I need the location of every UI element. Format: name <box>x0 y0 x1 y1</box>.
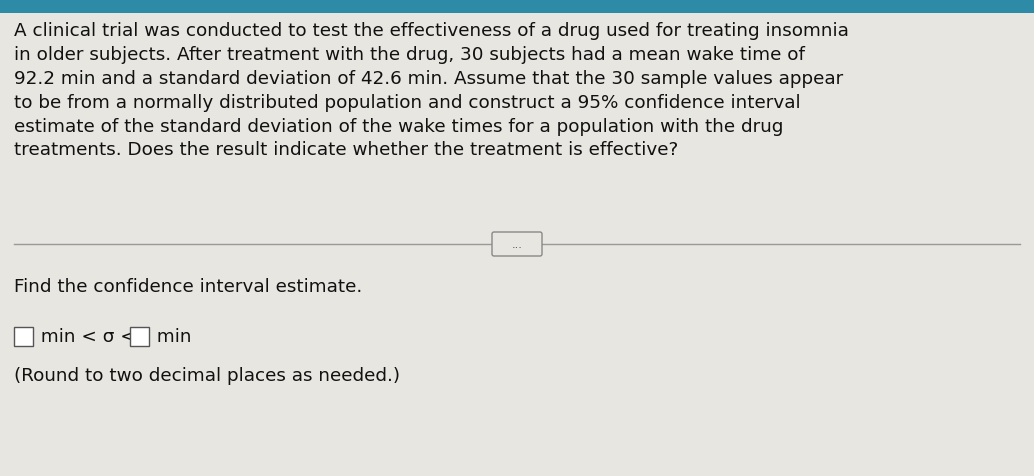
FancyBboxPatch shape <box>492 232 542 257</box>
Text: min: min <box>151 327 191 345</box>
Text: ...: ... <box>512 239 522 249</box>
FancyBboxPatch shape <box>13 327 32 346</box>
Text: min < σ <: min < σ < <box>35 327 142 345</box>
Text: (Round to two decimal places as needed.): (Round to two decimal places as needed.) <box>14 366 400 384</box>
Bar <box>0 0 1034 14</box>
FancyBboxPatch shape <box>129 327 149 346</box>
Text: Find the confidence interval estimate.: Find the confidence interval estimate. <box>14 278 362 296</box>
Text: A clinical trial was conducted to test the effectiveness of a drug used for trea: A clinical trial was conducted to test t… <box>14 22 849 159</box>
